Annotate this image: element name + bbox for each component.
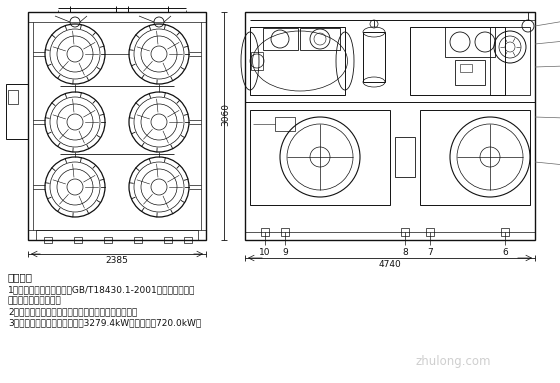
Bar bbox=[460, 64, 472, 72]
Text: 2385: 2385 bbox=[106, 256, 128, 265]
Bar bbox=[134, 237, 142, 243]
Bar bbox=[44, 237, 52, 243]
Text: 9: 9 bbox=[282, 248, 288, 257]
Bar bbox=[6, 84, 28, 139]
Bar bbox=[36, 230, 198, 240]
Bar bbox=[455, 60, 485, 85]
Text: 3、主要技术性能参数：制冷量3279.4kW，输入功率720.0kW。: 3、主要技术性能参数：制冷量3279.4kW，输入功率720.0kW。 bbox=[8, 318, 201, 327]
Text: 技术要求: 技术要求 bbox=[8, 272, 33, 282]
Text: 2、装配及调试应按照对应的《装配工艺过程卡片》；: 2、装配及调试应按照对应的《装配工艺过程卡片》； bbox=[8, 307, 137, 316]
Bar bbox=[275, 117, 295, 131]
Bar bbox=[363, 32, 385, 82]
Text: 8: 8 bbox=[402, 248, 408, 257]
Bar bbox=[501, 228, 509, 236]
Bar bbox=[251, 52, 263, 70]
Bar bbox=[8, 90, 18, 104]
Bar bbox=[245, 12, 535, 240]
Text: 6: 6 bbox=[502, 248, 508, 257]
Text: zhulong.com: zhulong.com bbox=[415, 355, 491, 368]
Bar bbox=[261, 228, 269, 236]
Bar bbox=[28, 12, 206, 240]
Bar bbox=[395, 137, 415, 177]
Text: 4740: 4740 bbox=[379, 260, 402, 269]
Text: 10: 10 bbox=[259, 248, 270, 257]
Bar bbox=[104, 237, 112, 243]
Bar bbox=[184, 237, 192, 243]
Bar bbox=[401, 228, 409, 236]
Text: 1、设计制造和验收应符合GB/T18430.1-2001《蒸汽压缩循环: 1、设计制造和验收应符合GB/T18430.1-2001《蒸汽压缩循环 bbox=[8, 285, 195, 294]
Bar bbox=[164, 237, 172, 243]
Bar bbox=[74, 237, 82, 243]
Bar bbox=[300, 28, 340, 50]
Text: 3060: 3060 bbox=[222, 103, 231, 126]
Bar bbox=[250, 110, 390, 205]
Bar bbox=[426, 228, 434, 236]
Bar bbox=[250, 27, 345, 95]
Bar bbox=[445, 27, 495, 57]
Text: 冷水（热泵）机组》；: 冷水（热泵）机组》； bbox=[8, 296, 62, 305]
Bar bbox=[263, 28, 298, 50]
Text: 7: 7 bbox=[427, 248, 433, 257]
Bar bbox=[490, 27, 530, 95]
Bar bbox=[281, 228, 289, 236]
Bar bbox=[410, 27, 505, 95]
Bar bbox=[420, 110, 530, 205]
